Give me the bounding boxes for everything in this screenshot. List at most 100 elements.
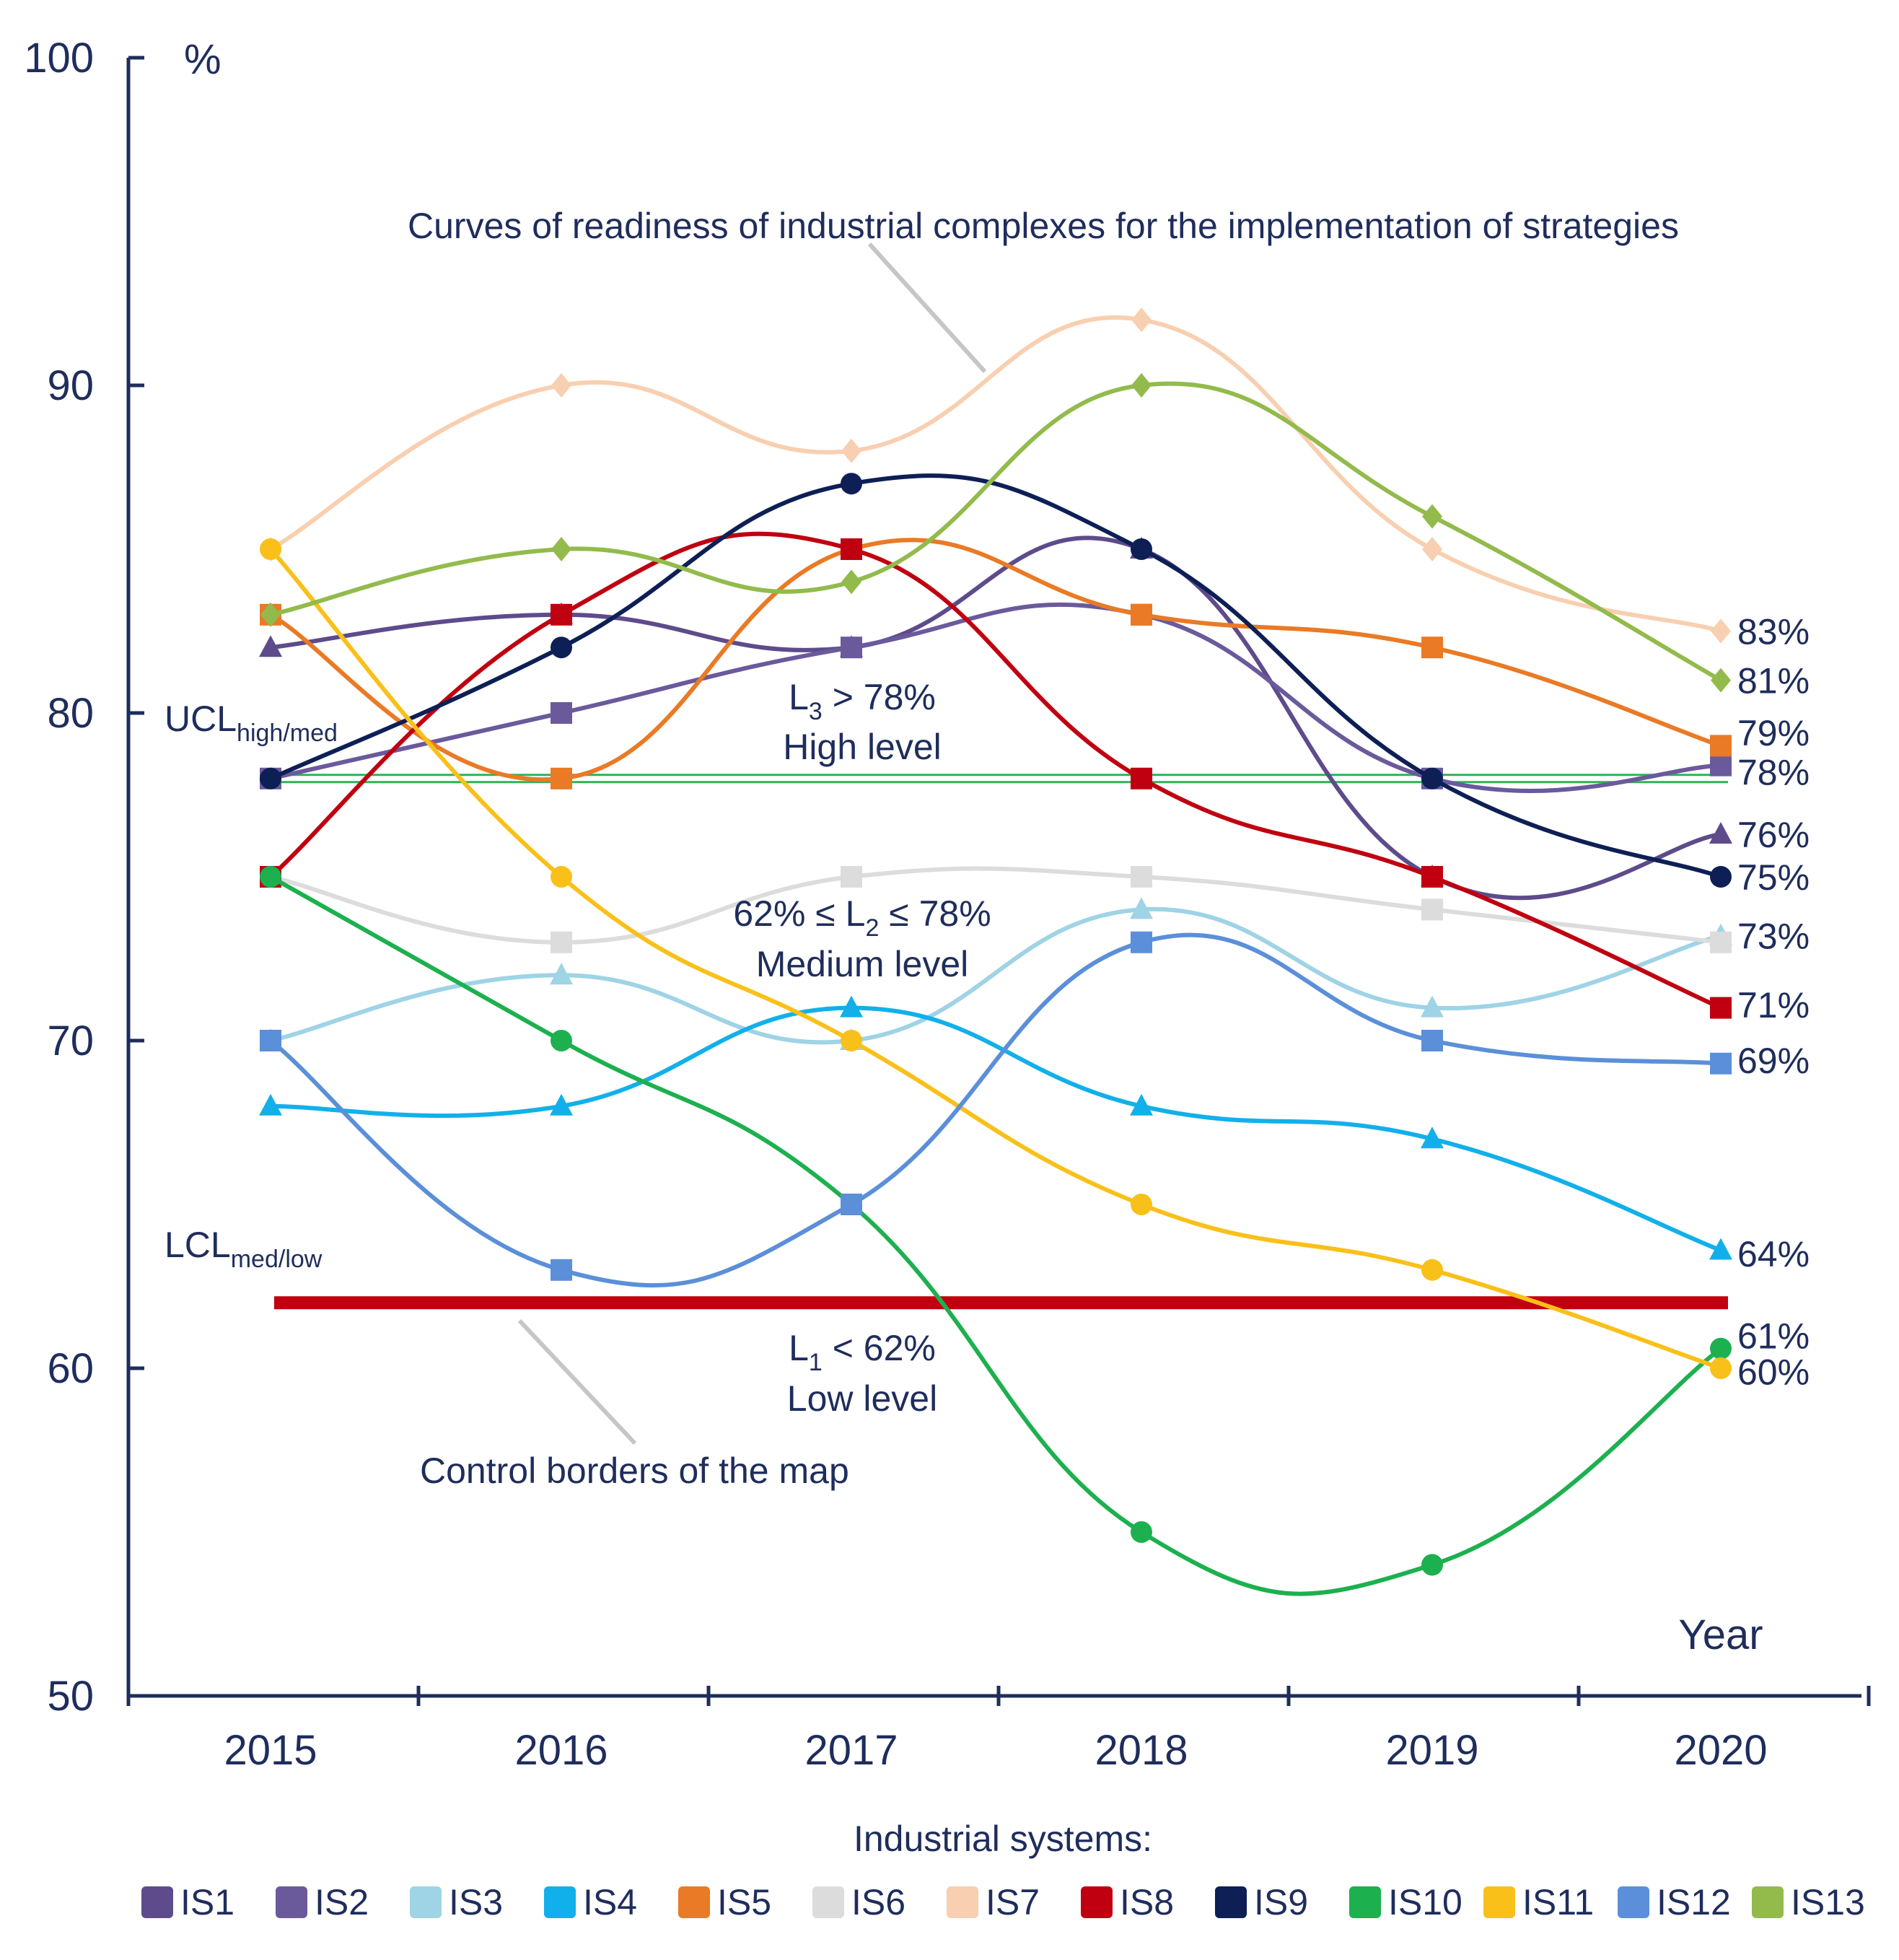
- data-point: [1710, 754, 1732, 776]
- legend-label: IS8: [1120, 1882, 1174, 1922]
- data-point: [841, 866, 862, 888]
- legend-swatch: [1081, 1886, 1113, 1918]
- legend-label: IS7: [986, 1882, 1040, 1922]
- legend-item-is13: IS13: [1752, 1882, 1865, 1922]
- legend-item-is8: IS8: [1081, 1882, 1174, 1922]
- data-point: [551, 1259, 572, 1281]
- lcl-label: LCLmed/low: [165, 1225, 323, 1273]
- series-line: [269, 932, 1722, 1288]
- data-label: 81%: [1737, 661, 1810, 701]
- data-point: [550, 963, 573, 985]
- data-point: [1710, 1357, 1732, 1379]
- data-point: [1131, 538, 1152, 560]
- data-point: [1711, 618, 1731, 644]
- legend-label: IS4: [583, 1882, 637, 1922]
- data-point: [551, 373, 571, 398]
- legend-title: Industrial systems:: [854, 1819, 1152, 1859]
- series-line: [269, 315, 1722, 634]
- legend-item-is9: IS9: [1215, 1882, 1308, 1922]
- data-point: [260, 866, 281, 888]
- legend-swatch: [410, 1886, 442, 1918]
- data-point: [260, 767, 281, 789]
- data-point: [551, 1030, 572, 1051]
- low-level-label: Low level: [787, 1378, 937, 1419]
- series-is12: [260, 931, 1732, 1288]
- series-line: [270, 866, 1722, 945]
- legend-label: IS2: [315, 1882, 369, 1922]
- legend-label: IS10: [1388, 1882, 1462, 1922]
- data-point: [260, 602, 281, 627]
- data-point: [1711, 668, 1731, 693]
- l1-label: L1 < 62%: [789, 1328, 936, 1376]
- series: [259, 307, 1732, 1596]
- series-line: [268, 548, 1722, 1370]
- data-point: [1421, 1554, 1443, 1576]
- series-is11: [260, 538, 1732, 1379]
- y-tick-label: 60: [47, 1345, 94, 1392]
- data-point: [1710, 997, 1732, 1019]
- x-tick-label: 2020: [1674, 1727, 1767, 1774]
- data-point: [1421, 1126, 1444, 1149]
- series-is2: [260, 602, 1732, 793]
- data-label: 71%: [1737, 985, 1810, 1025]
- data-point: [551, 931, 572, 953]
- series-is13: [260, 373, 1731, 693]
- legend-item-is11: IS11: [1483, 1882, 1594, 1922]
- data-label: 79%: [1737, 713, 1810, 753]
- data-label: 60%: [1737, 1352, 1810, 1393]
- data-point: [1709, 821, 1732, 844]
- legend-item-is5: IS5: [678, 1882, 771, 1922]
- y-axis-label: %: [184, 36, 222, 83]
- data-point: [551, 866, 572, 888]
- data-point: [1421, 1030, 1443, 1051]
- data-label: 73%: [1737, 916, 1810, 957]
- legend-swatch: [141, 1886, 173, 1918]
- data-point: [551, 636, 572, 659]
- data-point: [1421, 898, 1443, 921]
- data-point: [841, 569, 861, 595]
- data-point: [1131, 373, 1152, 398]
- l3-label: L3 > 78%: [789, 677, 936, 725]
- axes: 50 60 70 80 90 100 % 2015 2016 2017 2018 2019 2020 Ye…: [24, 35, 1871, 1774]
- legend-label: IS5: [717, 1882, 771, 1922]
- data-point: [841, 1194, 862, 1215]
- control-label: Control borders of the map: [420, 1451, 849, 1491]
- x-tick-label: 2019: [1385, 1727, 1478, 1774]
- data-label: 78%: [1737, 753, 1810, 793]
- legend-label: IS13: [1791, 1882, 1865, 1922]
- data-point: [1421, 866, 1443, 888]
- legend-swatch: [1483, 1886, 1515, 1918]
- legend-swatch: [276, 1886, 307, 1918]
- medium-level-label: Medium level: [756, 944, 969, 984]
- x-tick-label: 2017: [804, 1727, 898, 1774]
- data-label: 75%: [1737, 857, 1810, 898]
- y-tick-label: 80: [47, 690, 94, 737]
- legend-label: IS6: [851, 1882, 905, 1922]
- curves-pointer-line: [867, 242, 987, 374]
- legend-swatch: [1752, 1886, 1784, 1918]
- legend-swatch: [947, 1886, 978, 1918]
- data-point: [1421, 767, 1443, 789]
- data-label: 61%: [1737, 1316, 1810, 1357]
- data-label: 83%: [1737, 612, 1810, 652]
- x-axis-label: Year: [1678, 1611, 1763, 1658]
- data-point: [1131, 603, 1152, 626]
- legend-label: IS3: [449, 1882, 503, 1922]
- y-tick-label: 90: [47, 362, 94, 409]
- series-line: [269, 473, 1722, 879]
- y-tick-label: 70: [47, 1018, 94, 1064]
- data-point: [841, 538, 862, 560]
- legend-swatch: [544, 1886, 576, 1918]
- ucl-label: UCLhigh/med: [165, 699, 338, 747]
- legend-swatch: [1215, 1886, 1247, 1918]
- data-point: [259, 1093, 282, 1116]
- data-point: [259, 635, 282, 657]
- series-is8: [260, 531, 1732, 1019]
- series-line: [270, 535, 1722, 901]
- legend-label: IS12: [1657, 1882, 1731, 1922]
- x-tick-label: 2018: [1095, 1727, 1188, 1774]
- data-point: [1710, 931, 1732, 953]
- series-is7: [260, 307, 1731, 644]
